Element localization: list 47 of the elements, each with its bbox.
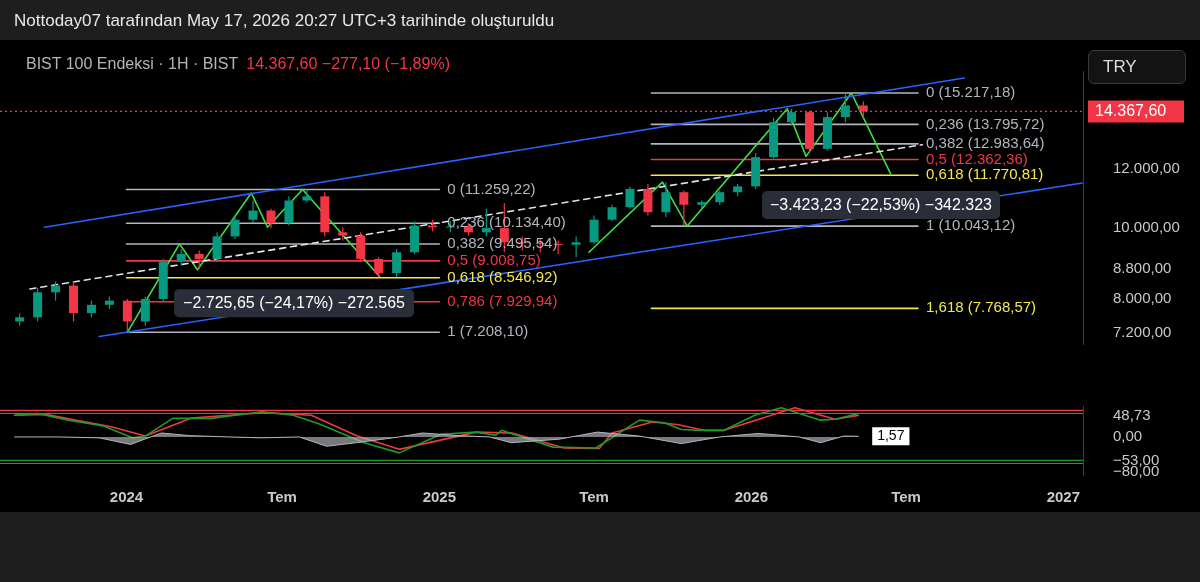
chart-subtitle: 14.367,60 −277,10 (−1,89%) — [246, 55, 450, 72]
candlestick — [661, 181, 671, 218]
x-tick-label: 2025 — [422, 488, 457, 506]
candlestick — [140, 295, 150, 327]
annotation: 1,57 — [877, 427, 905, 444]
currency-button: TRY — [1088, 50, 1186, 84]
y-tick-label: 8.000,00 — [1113, 289, 1172, 307]
candlestick — [679, 189, 689, 227]
series-label: 1 (7.208,10) — [447, 322, 529, 340]
y-tick-label: 8.800,00 — [1113, 258, 1172, 276]
candlestick — [266, 208, 276, 229]
y-tick-label: 7.200,00 — [1113, 322, 1172, 340]
series-label: 0 (11.259,22) — [447, 179, 536, 197]
candlestick — [284, 195, 294, 227]
candlestick — [51, 280, 61, 302]
series-label: 1 (10.043,12) — [926, 216, 1016, 234]
x-tick-label: Tem — [579, 488, 609, 506]
series-label: 0,236 (13.795,72) — [926, 114, 1045, 132]
annotation: −3.423,23 (−22,53%) −342.323 — [770, 196, 992, 213]
y-tick-label: 10.000,00 — [1113, 217, 1180, 235]
chart-title: BIST 100 Endeksi · 1H · BIST — [26, 55, 239, 72]
series-label: 0,786 (7.929,94) — [447, 291, 558, 309]
x-tick-label: 2024 — [109, 488, 144, 506]
candlestick — [302, 188, 312, 203]
candlestick — [589, 214, 599, 245]
candlestick — [840, 92, 850, 123]
candlestick — [571, 235, 581, 258]
series-label: 1,618 (7.768,57) — [926, 298, 1037, 316]
x-tick-label: 2026 — [734, 488, 769, 506]
annotation: −2.725,65 (−24,17%) −272.565 — [183, 293, 406, 311]
candlestick — [643, 183, 653, 217]
candlestick — [230, 214, 240, 240]
y-tick-label: 0,00 — [1113, 427, 1143, 445]
y-tick-label: 48,73 — [1113, 405, 1151, 423]
candlestick — [212, 231, 222, 263]
text: Nottoday07 tarafından May 17, 2026 20:27 UTC+3 tarihinde oluşturuldu — [14, 11, 555, 31]
y-tick-label: 12.000,00 — [1113, 159, 1180, 177]
series-label: 0 (15.217,18) — [926, 83, 1016, 101]
series-label: 0,382 (12.983,64) — [926, 133, 1045, 151]
candlestick — [248, 199, 258, 224]
series-label: 0,5 (9.008,75) — [447, 251, 541, 269]
x-tick-label: Tem — [891, 488, 921, 506]
candlestick — [392, 248, 402, 278]
candlestick — [625, 185, 635, 210]
x-tick-label: 2027 — [1046, 488, 1081, 506]
x-tick-label: Tem — [267, 488, 297, 506]
ref-line-label: 14.367,60 — [1095, 101, 1167, 119]
